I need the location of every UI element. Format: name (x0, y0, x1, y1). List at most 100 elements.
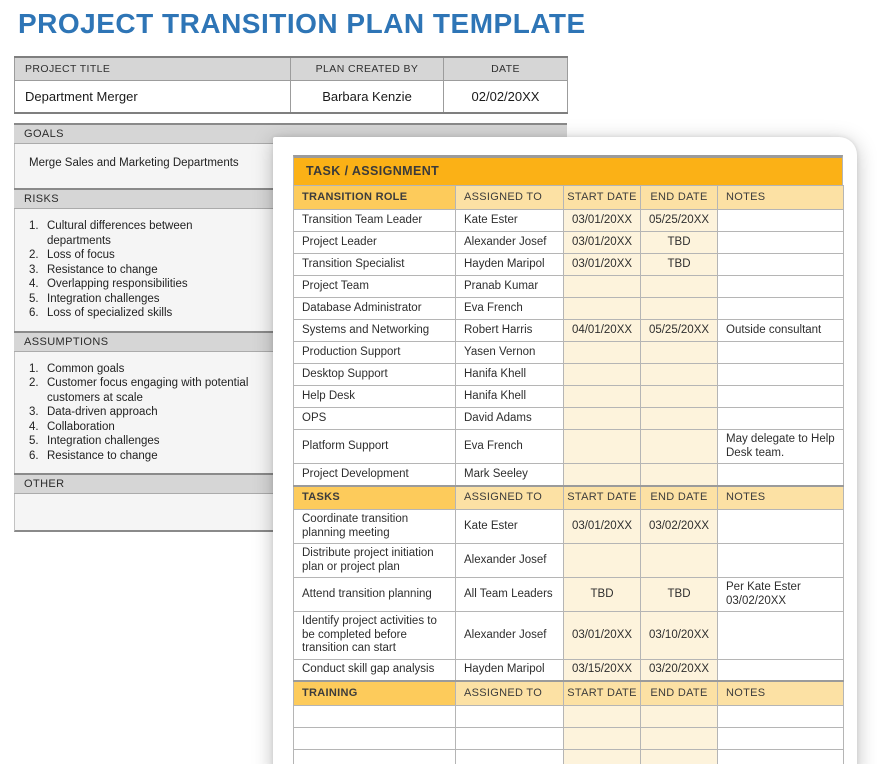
cell-assigned-to[interactable]: Robert Harris (455, 319, 564, 342)
cell-assigned-to[interactable]: Yasen Vernon (455, 341, 564, 364)
cell-task[interactable]: Project Leader (293, 231, 456, 254)
cell-start-date[interactable]: 03/01/20XX (563, 509, 641, 544)
cell-start-date[interactable] (563, 726, 641, 750)
cell-assigned-to[interactable]: Hayden Maripol (455, 253, 564, 276)
cell-notes[interactable]: Per Kate Ester 03/02/20XX (717, 577, 844, 612)
cell-end-date[interactable] (640, 429, 718, 464)
cell-start-date[interactable] (563, 407, 641, 430)
cell-notes[interactable] (717, 297, 844, 320)
cell-notes[interactable]: Outside consultant (717, 319, 844, 342)
cell-task[interactable]: Project Team (293, 275, 456, 298)
cell-task[interactable] (293, 726, 456, 750)
cell-end-date[interactable] (640, 363, 718, 386)
cell-assigned-to[interactable]: Eva French (455, 429, 564, 464)
cell-end-date[interactable] (640, 341, 718, 364)
cell-task[interactable]: Transition Team Leader (293, 209, 456, 232)
cell-end-date[interactable] (640, 543, 718, 578)
cell-notes[interactable] (717, 463, 844, 486)
cell-assigned-to[interactable]: Mark Seeley (455, 463, 564, 486)
cell-notes[interactable] (717, 704, 844, 728)
cell-notes[interactable] (717, 748, 844, 764)
cell-assigned-to[interactable]: Hanifa Khell (455, 385, 564, 408)
cell-end-date[interactable] (640, 407, 718, 430)
cell-start-date[interactable]: 03/15/20XX (563, 658, 641, 682)
cell-end-date[interactable] (640, 297, 718, 320)
cell-start-date[interactable] (563, 363, 641, 386)
cell-end-date[interactable]: 03/10/20XX (640, 611, 718, 660)
cell-end-date[interactable]: 05/25/20XX (640, 319, 718, 342)
cell-task[interactable]: Attend transition planning (293, 577, 456, 612)
cell-start-date[interactable] (563, 275, 641, 298)
cell-assigned-to[interactable]: Kate Ester (455, 509, 564, 544)
cell-notes[interactable] (717, 658, 844, 682)
cell-notes[interactable] (717, 385, 844, 408)
cell-task[interactable]: OPS (293, 407, 456, 430)
cell-end-date[interactable] (640, 704, 718, 728)
cell-task[interactable] (293, 748, 456, 764)
cell-task[interactable]: Production Support (293, 341, 456, 364)
cell-end-date[interactable] (640, 463, 718, 486)
cell-assigned-to[interactable] (455, 726, 564, 750)
cell-notes[interactable] (717, 275, 844, 298)
cell-end-date[interactable] (640, 385, 718, 408)
project-title-value[interactable]: Department Merger (14, 79, 291, 114)
cell-end-date[interactable]: TBD (640, 253, 718, 276)
cell-assigned-to[interactable]: Pranab Kumar (455, 275, 564, 298)
cell-end-date[interactable]: TBD (640, 231, 718, 254)
cell-notes[interactable] (717, 509, 844, 544)
cell-start-date[interactable] (563, 543, 641, 578)
cell-end-date[interactable] (640, 748, 718, 764)
cell-notes[interactable] (717, 341, 844, 364)
plan-created-by-value[interactable]: Barbara Kenzie (290, 79, 444, 114)
cell-assigned-to[interactable]: Hayden Maripol (455, 658, 564, 682)
cell-end-date[interactable] (640, 275, 718, 298)
cell-start-date[interactable] (563, 385, 641, 408)
cell-notes[interactable] (717, 209, 844, 232)
date-value[interactable]: 02/02/20XX (443, 79, 568, 114)
cell-start-date[interactable] (563, 341, 641, 364)
cell-start-date[interactable] (563, 297, 641, 320)
cell-notes[interactable] (717, 407, 844, 430)
cell-assigned-to[interactable]: Alexander Josef (455, 543, 564, 578)
cell-assigned-to[interactable]: Alexander Josef (455, 611, 564, 660)
cell-notes[interactable]: May delegate to Help Desk team. (717, 429, 844, 464)
cell-task[interactable]: Project Development (293, 463, 456, 486)
cell-assigned-to[interactable]: Alexander Josef (455, 231, 564, 254)
cell-end-date[interactable]: 05/25/20XX (640, 209, 718, 232)
cell-task[interactable]: Database Administrator (293, 297, 456, 320)
cell-task[interactable]: Coordinate transition planning meeting (293, 509, 456, 544)
cell-notes[interactable] (717, 611, 844, 660)
cell-start-date[interactable]: 04/01/20XX (563, 319, 641, 342)
cell-task[interactable]: Identify project activities to be comple… (293, 611, 456, 660)
cell-start-date[interactable]: TBD (563, 577, 641, 612)
cell-notes[interactable] (717, 253, 844, 276)
cell-notes[interactable] (717, 726, 844, 750)
cell-start-date[interactable]: 03/01/20XX (563, 611, 641, 660)
cell-assigned-to[interactable] (455, 704, 564, 728)
cell-start-date[interactable]: 03/01/20XX (563, 209, 641, 232)
cell-assigned-to[interactable]: Hanifa Khell (455, 363, 564, 386)
cell-assigned-to[interactable]: All Team Leaders (455, 577, 564, 612)
cell-assigned-to[interactable]: David Adams (455, 407, 564, 430)
cell-assigned-to[interactable] (455, 748, 564, 764)
cell-notes[interactable] (717, 231, 844, 254)
cell-start-date[interactable]: 03/01/20XX (563, 231, 641, 254)
cell-assigned-to[interactable]: Eva French (455, 297, 564, 320)
cell-end-date[interactable]: TBD (640, 577, 718, 612)
cell-notes[interactable] (717, 543, 844, 578)
cell-task[interactable]: Desktop Support (293, 363, 456, 386)
cell-task[interactable]: Platform Support (293, 429, 456, 464)
cell-start-date[interactable] (563, 704, 641, 728)
cell-end-date[interactable]: 03/20/20XX (640, 658, 718, 682)
cell-task[interactable]: Systems and Networking (293, 319, 456, 342)
cell-start-date[interactable]: 03/01/20XX (563, 253, 641, 276)
cell-end-date[interactable] (640, 726, 718, 750)
cell-end-date[interactable]: 03/02/20XX (640, 509, 718, 544)
cell-start-date[interactable] (563, 748, 641, 764)
cell-task[interactable]: Conduct skill gap analysis (293, 658, 456, 682)
cell-assigned-to[interactable]: Kate Ester (455, 209, 564, 232)
cell-task[interactable] (293, 704, 456, 728)
cell-task[interactable]: Transition Specialist (293, 253, 456, 276)
cell-start-date[interactable] (563, 429, 641, 464)
cell-start-date[interactable] (563, 463, 641, 486)
